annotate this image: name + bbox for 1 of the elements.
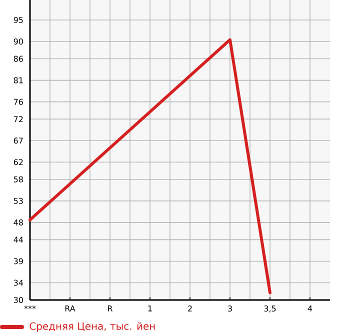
legend-label: Средняя Цена, тыс. йен xyxy=(30,322,155,332)
